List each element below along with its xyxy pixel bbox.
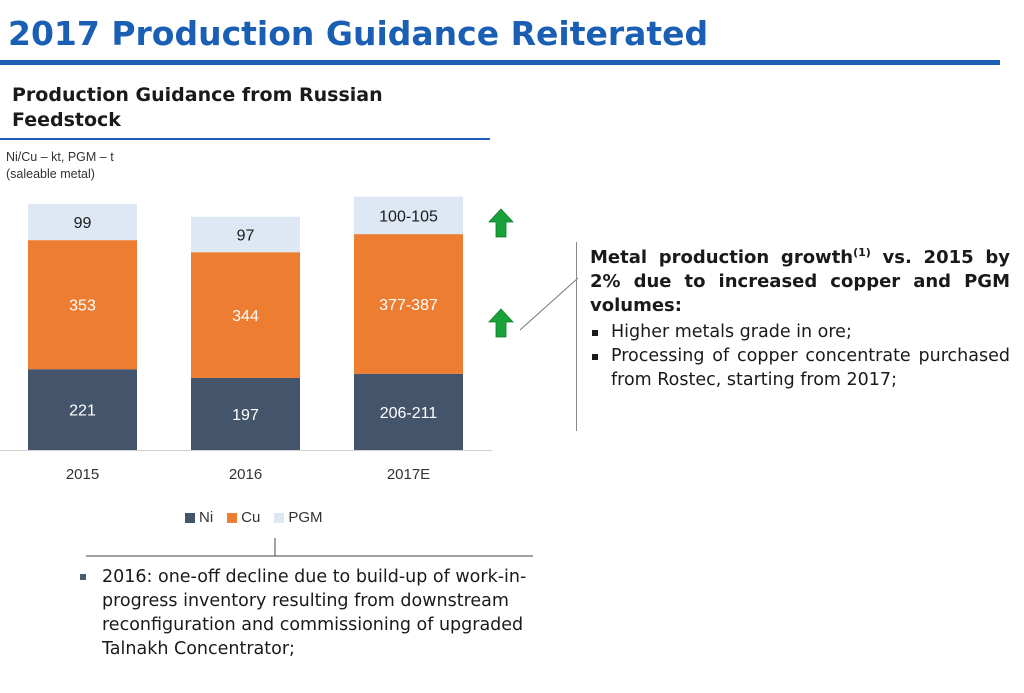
callout-bullet-list: Higher metals grade in ore; Processing o… [590,320,1010,392]
legend-swatch-cu [227,512,238,523]
bar-cu-2015 [28,240,137,370]
panel-rule [0,138,490,140]
title-rule [0,60,1000,65]
x-tick-label-2015: 2015 [66,466,99,483]
legend-item-ni: Ni [185,509,213,526]
bottom-note-text: 2016: one-off decline due to build-up of… [102,567,527,659]
bullet-icon [592,354,598,360]
bar-pgm-2017e [354,196,463,235]
legend-item-pgm: PGM [274,509,323,526]
units-note: Ni/Cu – kt, PGM – t (saleable metal) [6,149,114,183]
bullet-icon [80,574,86,580]
callout-headline-part1: Metal production growth [590,247,854,268]
callout-divider [576,242,577,431]
units-line-1: Ni/Cu – kt, PGM – t [6,150,114,164]
callout-panel: Metal production growth(1) vs. 2015 by 2… [590,246,1010,392]
legend-item-cu: Cu [227,509,260,526]
data-label-ni-2016: 197 [232,407,259,424]
x-tick-label-2016: 2016 [229,466,262,483]
callout-bullet: Higher metals grade in ore; [590,320,1010,344]
data-label-ni-2015: 221 [69,403,96,420]
pgm-growth-arrow-icon [488,208,514,238]
data-label-pgm-2015: 99 [74,215,92,232]
data-label-pgm-2017e: 100-105 [379,208,438,225]
page-title: 2017 Production Guidance Reiterated [8,14,709,53]
data-label-pgm-2016: 97 [237,227,255,244]
bullet-icon [592,330,598,336]
data-label-cu-2015: 353 [69,298,96,315]
data-label-cu-2017e: 377-387 [379,297,438,314]
bar-cu-2016 [191,252,300,378]
callout-bullet-text: Processing of copper concentrate purchas… [611,346,1010,390]
chart-legend: Ni Cu PGM [185,509,323,526]
callout-headline-part2: vs. 2015 by 2% due to increased copper a… [590,247,1010,316]
bar-pgm-2016 [191,216,300,253]
data-label-ni-2017e: 206-211 [380,405,438,422]
callout-headline: Metal production growth(1) vs. 2015 by 2… [590,246,1010,318]
bottom-note: 2016: one-off decline due to build-up of… [80,565,555,661]
bar-pgm-2015 [28,203,137,241]
footnote-marker: (1) [853,246,871,259]
legend-swatch-ni [185,512,195,523]
data-label-cu-2016: 344 [232,308,259,325]
legend-label-pgm: PGM [288,509,323,526]
bar-ni-2016 [191,377,300,450]
callout-bullet: Processing of copper concentrate purchas… [590,344,1010,392]
legend-swatch-pgm [274,512,285,523]
callout-bullet-text: Higher metals grade in ore; [611,322,852,342]
legend-label-ni: Ni [199,509,214,526]
units-line-2: (saleable metal) [6,167,95,181]
bar-cu-2017e [354,234,463,374]
x-tick-label-2017e: 2017E [387,466,430,483]
bar-ni-2017e [354,373,463,450]
bar-ni-2015 [28,369,137,450]
legend-label-cu: Cu [241,509,261,526]
chart-panel-title: Production Guidance from Russian Feedsto… [12,84,383,131]
cu-growth-arrow-icon [488,308,514,338]
production-chart: 221 353 99 2015 197 344 97 2016 206-211 377-387 10… [0,196,492,483]
